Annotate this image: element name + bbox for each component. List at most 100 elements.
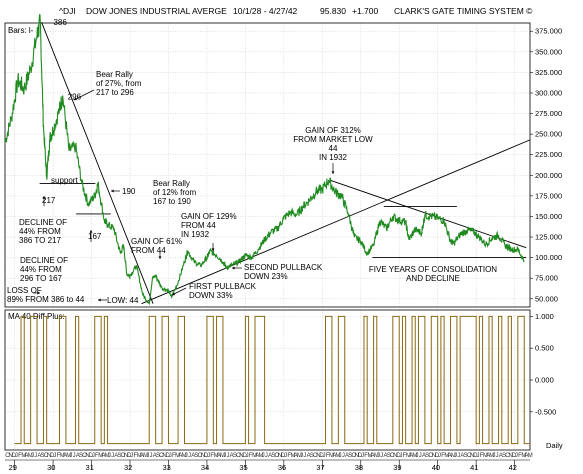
- month-tick-label: J: [92, 453, 95, 459]
- indicator-point: [523, 443, 525, 444]
- indicator-point: [331, 443, 333, 444]
- indicator-point: [161, 316, 163, 317]
- x-tick-label-36: 36: [278, 463, 286, 472]
- month-tick-label: A: [499, 453, 503, 459]
- month-tick-label: D: [89, 453, 94, 459]
- indicator-point: [507, 316, 509, 317]
- month-tick-label: A: [525, 453, 529, 459]
- indicator-point: [36, 443, 38, 444]
- x-tick-label-33: 33: [162, 463, 170, 472]
- month-tick-label: A: [422, 453, 426, 459]
- month-tick-label: A: [486, 453, 490, 459]
- price-point: [113, 228, 115, 230]
- month-tick-label: M: [220, 453, 225, 459]
- price-point: [459, 234, 461, 235]
- price-point: [398, 220, 400, 221]
- price-point: [341, 195, 342, 197]
- price-y-tick-label: 350.000: [535, 47, 562, 56]
- month-tick-label: J: [31, 453, 34, 459]
- month-tick-label: J: [226, 453, 229, 459]
- indicator-point: [84, 443, 86, 444]
- arrow-gain-61-head: [158, 256, 162, 259]
- indicator-point: [254, 316, 256, 317]
- price-point: [511, 248, 512, 250]
- header-last-value: 95.830: [320, 6, 346, 16]
- bear-trendline: [41, 22, 154, 304]
- month-tick-label: A: [345, 453, 349, 459]
- x-tick-label-31: 31: [86, 463, 94, 472]
- annotation-17: FIVE YEARS OF CONSOLIDATION AND DECLINE: [369, 265, 497, 283]
- price-point: [36, 34, 38, 36]
- month-tick-label: A: [255, 453, 259, 459]
- price-point: [244, 254, 246, 256]
- price-point: [334, 191, 336, 193]
- price-point: [264, 239, 266, 240]
- price-point: [161, 287, 163, 289]
- price-point: [296, 214, 298, 216]
- annotation-14: FIRST PULLBACK DOWN 33%: [189, 282, 257, 300]
- price-point: [11, 117, 12, 119]
- price-point: [187, 250, 189, 252]
- month-tick-label: J: [34, 453, 37, 459]
- month-tick-label: J: [150, 453, 153, 459]
- annotation-12: GAIN OF 61% FROM 44: [131, 237, 182, 255]
- month-tick-label: J: [454, 453, 457, 459]
- month-tick-label: N: [239, 453, 243, 459]
- month-tick-label: S: [502, 453, 506, 459]
- annotation-2: Bear Rally of 27%, from 217 to 296: [96, 70, 142, 97]
- x-tick-label-29: 29: [9, 463, 17, 472]
- header-date-range: 10/1/28 - 4/27/42: [233, 6, 298, 16]
- price-point: [277, 228, 278, 230]
- x-tick-label-37: 37: [316, 463, 324, 472]
- month-tick-label: F: [326, 453, 330, 459]
- indicator-point: [20, 316, 22, 317]
- month-tick-label: O: [121, 453, 126, 459]
- month-tick-label: A: [409, 453, 413, 459]
- month-tick-label: M: [528, 453, 533, 459]
- price-point: [225, 267, 227, 268]
- price-point: [485, 244, 487, 245]
- month-tick-label: O: [505, 453, 510, 459]
- month-tick-label: D: [242, 453, 247, 459]
- indicator-point: [286, 443, 288, 444]
- price-point: [504, 244, 506, 246]
- month-tick-label: O: [467, 453, 472, 459]
- month-tick-label: M: [521, 453, 526, 459]
- month-tick-label: J: [284, 453, 287, 459]
- indicator-y-tick-label: 0.000: [535, 376, 554, 385]
- indicator-point: [23, 443, 25, 444]
- indicator-point: [363, 316, 365, 317]
- month-tick-label: J: [380, 453, 383, 459]
- month-tick-label: M: [21, 453, 26, 459]
- month-tick-label: M: [175, 453, 180, 459]
- month-tick-label: A: [230, 453, 234, 459]
- arrow-gain-129-head: [211, 248, 215, 251]
- month-tick-label: D: [281, 453, 286, 459]
- month-tick-label: M: [329, 453, 334, 459]
- month-tick-label: J: [438, 453, 441, 459]
- price-point: [30, 67, 32, 69]
- month-tick-label: F: [95, 453, 99, 459]
- price-point: [222, 261, 224, 263]
- price-point: [184, 261, 185, 263]
- arrow-190-head: [111, 189, 114, 193]
- price-point: [4, 141, 6, 143]
- price-point: [209, 250, 211, 252]
- annotation-4: 190: [122, 187, 136, 196]
- month-tick-label: J: [207, 453, 210, 459]
- month-tick-label: A: [25, 453, 29, 459]
- price-point: [523, 260, 525, 262]
- indicator-point: [148, 316, 150, 317]
- annotation-5: Bear Rally of 12% from 167 to 190: [153, 179, 196, 206]
- price-point: [321, 188, 323, 190]
- month-tick-label: A: [191, 453, 195, 459]
- month-tick-label: A: [294, 453, 298, 459]
- month-tick-label: M: [451, 453, 456, 459]
- price-point: [315, 191, 317, 193]
- indicator-point: [293, 443, 294, 444]
- price-point: [81, 183, 83, 184]
- annotation-13: GAIN OF 129% FROM 44 IN 1932: [181, 212, 237, 239]
- month-tick-label: N: [509, 453, 513, 459]
- month-tick-label: N: [85, 453, 89, 459]
